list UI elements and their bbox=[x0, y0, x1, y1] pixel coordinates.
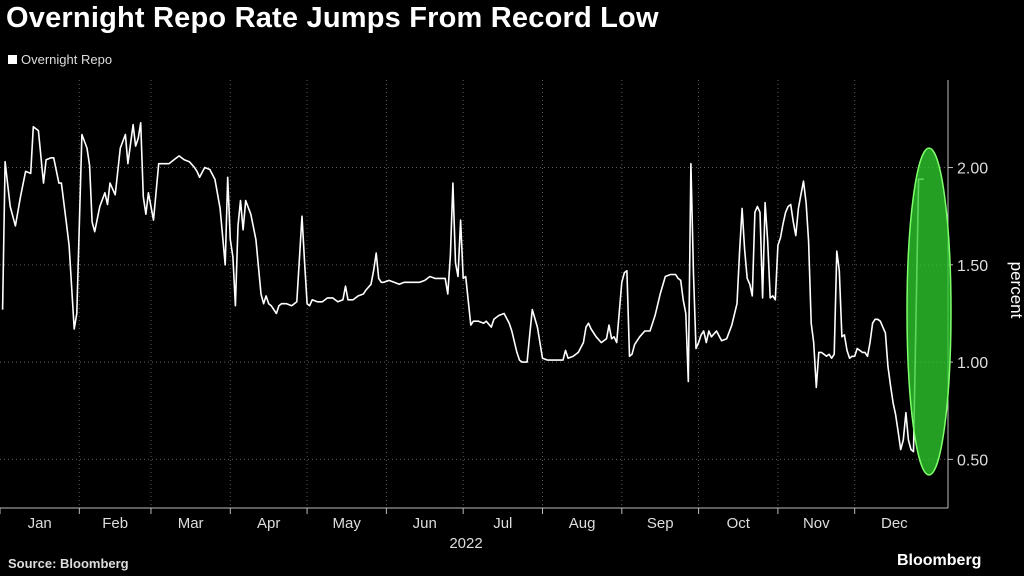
month-label-nov: Nov bbox=[803, 515, 830, 532]
month-label-aug: Aug bbox=[569, 515, 596, 532]
y-tick-label: 0.50 bbox=[957, 452, 988, 469]
legend-swatch bbox=[8, 55, 17, 64]
month-labels: Jan Feb Mar Apr May Jun Jul Aug Sep Oct Nov Dec bbox=[28, 515, 909, 532]
month-label-jan: Jan bbox=[28, 515, 52, 532]
highlight-ellipse bbox=[906, 147, 952, 476]
chart-title: Overnight Repo Rate Jumps From Record Lo… bbox=[6, 2, 659, 34]
month-label-jun: Jun bbox=[413, 515, 437, 532]
series-line-overnight-repo bbox=[1, 122, 924, 453]
source-note: Source: Bloomberg bbox=[8, 556, 129, 571]
month-ticks bbox=[0, 508, 856, 514]
legend: Overnight Repo bbox=[8, 52, 112, 67]
month-label-may: May bbox=[333, 515, 362, 532]
y-tick-label: 1.00 bbox=[957, 355, 988, 372]
legend-label: Overnight Repo bbox=[21, 52, 113, 67]
y-tick-label: 1.50 bbox=[957, 258, 988, 275]
month-label-mar: Mar bbox=[178, 515, 204, 532]
month-label-apr: Apr bbox=[257, 515, 280, 532]
x-axis-year-label: 2022 bbox=[449, 535, 482, 552]
y-tick-labels: 0.50 1.00 1.50 2.00 bbox=[957, 161, 988, 470]
month-label-feb: Feb bbox=[102, 515, 128, 532]
month-label-jul: Jul bbox=[493, 515, 512, 532]
month-label-sep: Sep bbox=[647, 515, 674, 532]
bloomberg-logo: Bloomberg bbox=[897, 552, 982, 569]
grid bbox=[0, 80, 953, 508]
month-label-dec: Dec bbox=[881, 515, 908, 532]
month-label-oct: Oct bbox=[727, 515, 751, 532]
y-axis-label: percent bbox=[1007, 262, 1024, 319]
y-tick-label: 2.00 bbox=[957, 161, 988, 178]
